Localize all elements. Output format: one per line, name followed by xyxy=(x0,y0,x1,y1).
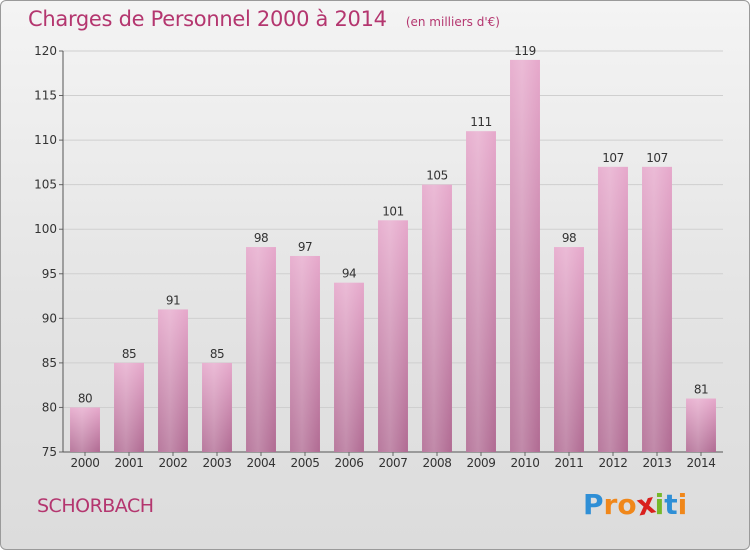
chart-subtitle: (en milliers d'€) xyxy=(405,15,500,29)
data-label-2008: 105 xyxy=(426,169,447,183)
bar-shine-2014 xyxy=(686,398,716,452)
x-tick-labels: 2000 2001 2002 2003 2004 2005 2006 2007 2008 2009… xyxy=(71,456,716,470)
y-tick-label: 115 xyxy=(34,89,57,103)
bar-shine-2004 xyxy=(246,247,276,452)
data-label-2002: 91 xyxy=(166,293,180,307)
data-label-2014: 81 xyxy=(694,383,708,397)
logo-letter: t xyxy=(664,488,678,521)
logo-letter: o xyxy=(617,488,637,521)
y-tick-label: 85 xyxy=(42,356,57,370)
bar-shine-2006 xyxy=(334,282,364,452)
data-label-2012: 107 xyxy=(602,151,623,165)
y-tick-label: 95 xyxy=(42,267,57,281)
data-label-2010: 119 xyxy=(514,44,535,58)
data-label-2009: 111 xyxy=(470,115,491,129)
bar-shine-2007 xyxy=(378,220,408,452)
bar-shine-2013 xyxy=(642,166,672,452)
data-label-2001: 85 xyxy=(122,347,136,361)
bar-shine-2008 xyxy=(422,184,452,452)
x-tick-label: 2002 xyxy=(159,456,188,470)
bar-shine-2010 xyxy=(510,59,540,453)
x-tick-label: 2001 xyxy=(115,456,144,470)
bar-shine-2003 xyxy=(202,362,232,452)
data-label-2007: 101 xyxy=(382,204,403,218)
y-tick-label: 90 xyxy=(42,311,57,325)
y-tick-label: 120 xyxy=(34,44,57,58)
chart-header: Charges de Personnel 2000 à 2014 (en mil… xyxy=(28,7,500,31)
y-tick-label: 80 xyxy=(42,400,57,414)
bar-shine-2012 xyxy=(598,166,628,452)
y-tick-label: 110 xyxy=(34,133,57,147)
y-tick-labels: 75 80 85 90 95 100 105 110 115 120 xyxy=(34,44,57,459)
x-tick-label: 2014 xyxy=(687,456,716,470)
bars xyxy=(70,59,716,453)
chart-title: Charges de Personnel 2000 à 2014 xyxy=(28,7,387,31)
bar-shine-2011 xyxy=(554,247,584,452)
x-tick-label: 2005 xyxy=(291,456,320,470)
data-label-2011: 98 xyxy=(562,231,576,245)
logo-letter: r xyxy=(603,488,618,521)
x-tick-label: 2011 xyxy=(555,456,584,470)
data-label-2005: 97 xyxy=(298,240,312,254)
bar-shine-2005 xyxy=(290,255,320,452)
bar-shine-2001 xyxy=(114,362,144,452)
x-tick-label: 2008 xyxy=(423,456,452,470)
data-label-2004: 98 xyxy=(254,231,268,245)
x-tick-label: 2007 xyxy=(379,456,408,470)
y-tick-label: 100 xyxy=(34,222,57,236)
y-tick-label: 75 xyxy=(42,445,57,459)
bar-shine-2009 xyxy=(466,131,496,452)
x-tick-label: 2009 xyxy=(467,456,496,470)
logo-letter: i xyxy=(677,488,688,521)
data-label-2000: 80 xyxy=(78,391,92,405)
x-tick-label: 2012 xyxy=(599,456,628,470)
x-tick-label: 2003 xyxy=(203,456,232,470)
bar-shine-2002 xyxy=(158,309,188,452)
x-tick-label: 2004 xyxy=(247,456,276,470)
data-label-2006: 94 xyxy=(342,267,356,281)
data-label-2013: 107 xyxy=(646,151,667,165)
logo-letter: P xyxy=(583,488,604,521)
x-tick-label: 2013 xyxy=(643,456,672,470)
bar-shine-2000 xyxy=(70,407,100,452)
y-tick-label: 105 xyxy=(34,178,57,192)
x-tick-label: 2000 xyxy=(71,456,100,470)
proxiti-logo: Proxiti xyxy=(583,486,688,522)
x-tick-label: 2006 xyxy=(335,456,364,470)
x-tick-label: 2010 xyxy=(511,456,540,470)
logo-letter: i xyxy=(654,488,665,521)
data-labels: 80 85 91 85 98 97 94 101 105 111 119 98 107 107 81 xyxy=(78,44,709,406)
data-label-2003: 85 xyxy=(210,347,224,361)
commune-name: SCHORBACH xyxy=(37,495,154,517)
